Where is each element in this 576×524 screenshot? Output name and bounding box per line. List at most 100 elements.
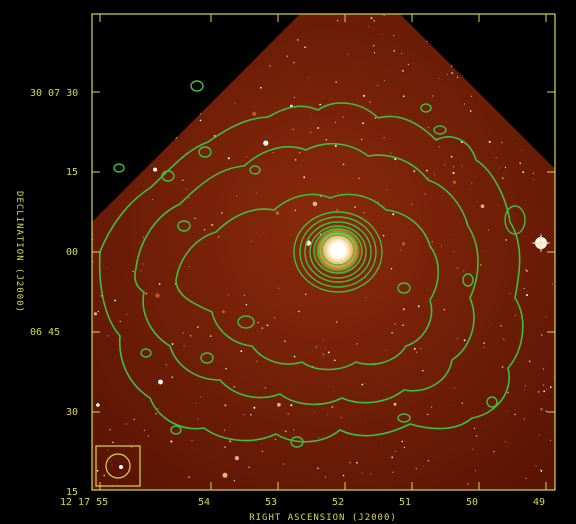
star xyxy=(411,203,413,205)
star xyxy=(369,101,371,103)
star xyxy=(168,265,169,267)
star xyxy=(536,72,539,74)
star xyxy=(97,310,99,313)
nested-contours-central-source xyxy=(293,211,383,293)
star xyxy=(261,443,263,445)
star xyxy=(552,283,553,285)
star xyxy=(473,427,476,430)
star xyxy=(471,182,473,184)
star xyxy=(431,406,433,408)
star xyxy=(390,268,393,270)
star xyxy=(135,144,139,148)
star xyxy=(488,35,493,40)
star xyxy=(305,293,307,295)
star xyxy=(453,166,455,168)
star xyxy=(117,44,119,46)
star xyxy=(158,379,163,385)
star xyxy=(243,295,245,297)
star xyxy=(530,70,532,72)
star xyxy=(464,103,466,105)
star xyxy=(248,466,250,468)
star xyxy=(545,316,547,318)
star xyxy=(417,336,419,338)
star xyxy=(304,46,306,49)
star xyxy=(545,410,547,412)
star xyxy=(155,293,160,298)
star xyxy=(131,446,133,448)
star xyxy=(335,81,337,83)
star xyxy=(370,17,373,19)
star xyxy=(233,386,236,388)
star xyxy=(471,189,473,191)
star xyxy=(293,429,295,431)
dec-tick-label: 15 xyxy=(66,487,78,498)
star xyxy=(373,45,375,47)
star xyxy=(507,391,509,394)
star xyxy=(324,476,327,478)
star xyxy=(212,67,214,69)
star xyxy=(212,57,214,59)
star xyxy=(413,347,416,350)
star xyxy=(144,160,146,162)
star xyxy=(111,464,113,466)
beam-indicator xyxy=(95,445,141,487)
star xyxy=(453,250,455,252)
star xyxy=(252,111,257,116)
star xyxy=(240,34,243,37)
star xyxy=(365,422,367,424)
star xyxy=(110,461,112,463)
star xyxy=(467,483,470,485)
star xyxy=(400,249,402,251)
star xyxy=(394,158,397,161)
star xyxy=(395,450,397,452)
star xyxy=(103,165,105,168)
star xyxy=(402,324,404,327)
star xyxy=(290,404,293,407)
star xyxy=(456,267,459,269)
star xyxy=(427,460,430,462)
star xyxy=(514,413,516,416)
star xyxy=(490,29,492,31)
star xyxy=(153,167,158,172)
ra-tick-label: 53 xyxy=(265,497,277,508)
star xyxy=(292,128,295,131)
star xyxy=(545,130,548,132)
star xyxy=(358,177,360,180)
bright-star-east xyxy=(531,233,551,253)
star xyxy=(452,172,455,174)
star xyxy=(365,277,367,279)
star xyxy=(112,441,114,443)
star xyxy=(415,468,417,470)
star xyxy=(261,450,264,452)
star xyxy=(355,342,358,345)
star xyxy=(483,64,486,66)
star xyxy=(498,167,500,169)
star xyxy=(428,127,429,129)
star xyxy=(501,142,503,144)
star xyxy=(331,406,334,408)
star xyxy=(432,95,434,97)
star xyxy=(287,412,290,415)
star xyxy=(199,112,202,115)
star xyxy=(334,144,337,147)
star xyxy=(537,391,540,393)
star xyxy=(147,435,149,437)
ra-tick-label: 12 17 55 xyxy=(60,497,108,508)
star xyxy=(131,67,134,70)
star xyxy=(417,305,420,308)
star xyxy=(114,299,116,302)
star xyxy=(195,402,197,404)
star xyxy=(197,418,199,420)
star xyxy=(501,366,504,368)
star xyxy=(299,152,301,154)
star xyxy=(245,304,248,306)
star xyxy=(284,430,287,433)
star xyxy=(324,347,326,349)
star xyxy=(119,320,122,323)
star xyxy=(293,62,295,64)
star xyxy=(498,19,500,21)
star xyxy=(221,310,225,314)
star xyxy=(475,435,478,437)
star xyxy=(317,127,320,129)
star xyxy=(526,294,528,297)
